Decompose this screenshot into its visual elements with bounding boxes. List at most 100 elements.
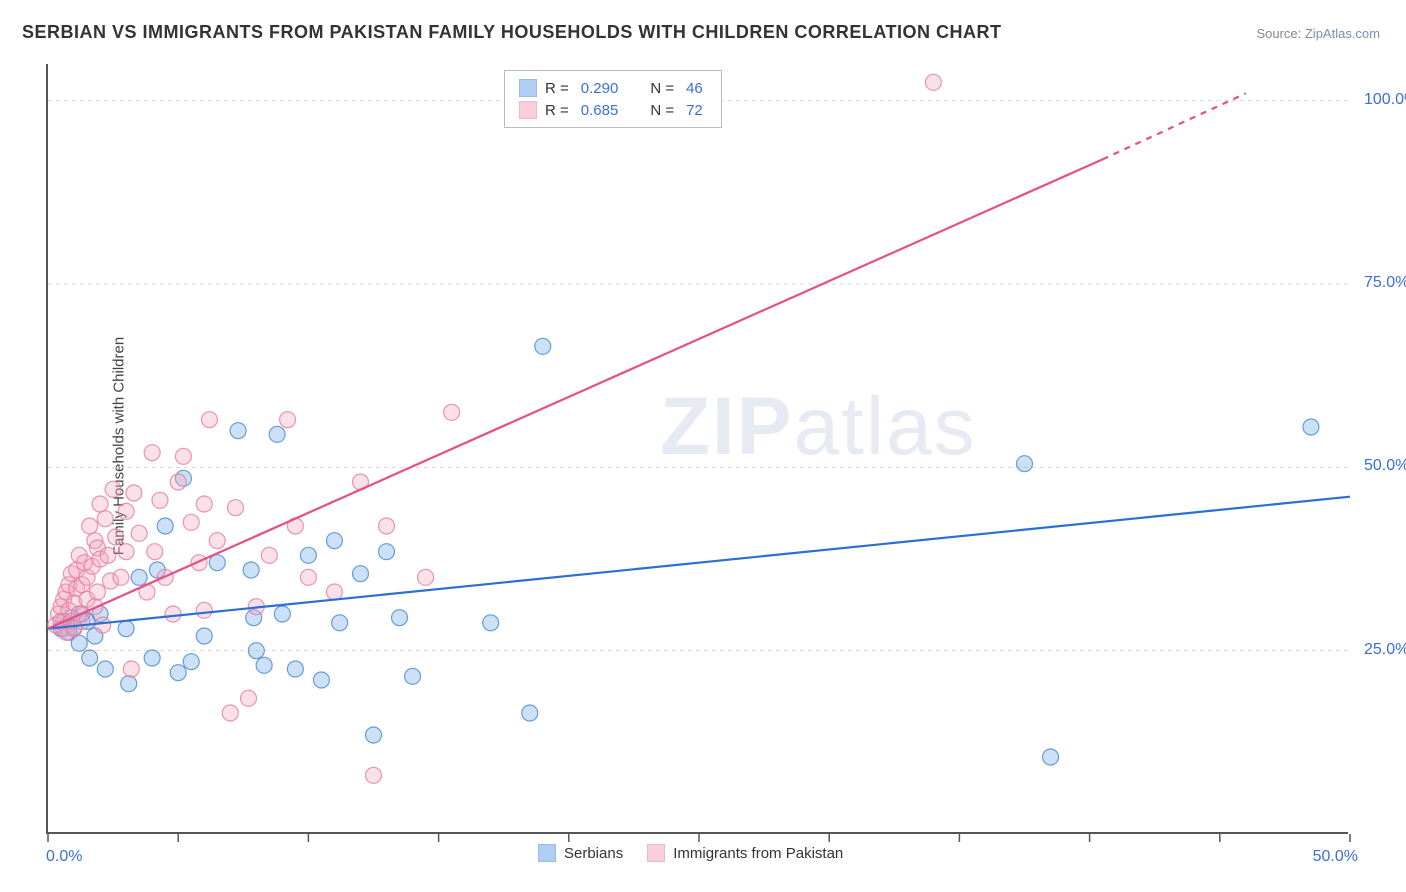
legend-series-label: Serbians [564, 845, 623, 862]
data-point [100, 547, 116, 563]
data-point [379, 544, 395, 560]
r-label: R = [545, 80, 569, 97]
data-point [95, 617, 111, 633]
data-point [144, 650, 160, 666]
data-point [196, 602, 212, 618]
source-attribution: Source: ZipAtlas.com [1256, 26, 1380, 41]
data-point [196, 496, 212, 512]
data-point [123, 661, 139, 677]
r-value: 0.685 [581, 102, 619, 119]
data-point [92, 496, 108, 512]
data-point [82, 650, 98, 666]
y-tick-label: 25.0% [1364, 641, 1406, 659]
data-point [326, 533, 342, 549]
data-point [1303, 419, 1319, 435]
scatter-svg [48, 64, 1350, 844]
data-point [352, 566, 368, 582]
data-point [405, 668, 421, 684]
data-point [157, 518, 173, 534]
data-point [227, 500, 243, 516]
source-link[interactable]: ZipAtlas.com [1305, 26, 1380, 41]
data-point [300, 569, 316, 585]
n-value: 46 [686, 80, 703, 97]
data-point [366, 727, 382, 743]
data-point [483, 615, 499, 631]
data-point [170, 665, 186, 681]
r-value: 0.290 [581, 80, 619, 97]
data-point [280, 412, 296, 428]
data-point [105, 481, 121, 497]
data-point [108, 529, 124, 545]
data-point [261, 547, 277, 563]
data-point [170, 474, 186, 490]
data-point [326, 584, 342, 600]
data-point [97, 511, 113, 527]
trend-line-extension [1103, 93, 1246, 159]
legend-stat-row: R = 0.290 N = 46 [519, 77, 707, 99]
y-tick-label: 75.0% [1364, 274, 1406, 292]
n-label: N = [650, 80, 674, 97]
plot-area: ZIPatlas R = 0.290N = 46R = 0.685N = 72 … [46, 64, 1348, 834]
data-point [248, 643, 264, 659]
data-point [256, 657, 272, 673]
legend-series-item: Serbians [538, 844, 623, 862]
data-point [121, 676, 137, 692]
data-point [243, 562, 259, 578]
source-prefix: Source: [1256, 26, 1304, 41]
data-point [201, 412, 217, 428]
data-point [196, 628, 212, 644]
legend-stat-row: R = 0.685 N = 72 [519, 99, 707, 121]
data-point [175, 448, 191, 464]
data-point [183, 654, 199, 670]
trend-line [48, 159, 1103, 628]
chart-title: SERBIAN VS IMMIGRANTS FROM PAKISTAN FAMI… [22, 22, 1002, 43]
data-point [925, 74, 941, 90]
n-label: N = [650, 102, 674, 119]
data-point [392, 610, 408, 626]
data-point [274, 606, 290, 622]
trend-line [48, 497, 1350, 629]
data-point [1017, 456, 1033, 472]
data-point [152, 492, 168, 508]
data-point [89, 584, 105, 600]
data-point [147, 544, 163, 560]
r-label: R = [545, 102, 569, 119]
data-point [313, 672, 329, 688]
legend-swatch [519, 101, 537, 119]
data-point [222, 705, 238, 721]
data-point [131, 569, 147, 585]
data-point [118, 621, 134, 637]
data-point [522, 705, 538, 721]
data-point [444, 404, 460, 420]
data-point [379, 518, 395, 534]
data-point [300, 547, 316, 563]
data-point [535, 338, 551, 354]
y-tick-label: 50.0% [1364, 457, 1406, 475]
data-point [82, 518, 98, 534]
data-point [144, 445, 160, 461]
data-point [118, 503, 134, 519]
data-point [131, 525, 147, 541]
data-point [165, 606, 181, 622]
legend-swatch [647, 844, 665, 862]
data-point [1043, 749, 1059, 765]
x-tick-label: 50.0% [1298, 848, 1358, 866]
data-point [418, 569, 434, 585]
data-point [241, 690, 257, 706]
data-point [366, 767, 382, 783]
x-tick-label: 0.0% [46, 848, 82, 866]
data-point [269, 426, 285, 442]
legend-swatch [538, 844, 556, 862]
legend-series: Serbians Immigrants from Pakistan [538, 844, 843, 862]
n-value: 72 [686, 102, 703, 119]
legend-series-label: Immigrants from Pakistan [673, 845, 843, 862]
data-point [71, 635, 87, 651]
data-point [332, 615, 348, 631]
legend-swatch [519, 79, 537, 97]
data-point [118, 544, 134, 560]
legend-stats: R = 0.290 N = 46 R = 0.685 N = 72 [504, 70, 722, 128]
data-point [113, 569, 129, 585]
legend-series-item: Immigrants from Pakistan [647, 844, 843, 862]
data-point [287, 661, 303, 677]
data-point [230, 423, 246, 439]
